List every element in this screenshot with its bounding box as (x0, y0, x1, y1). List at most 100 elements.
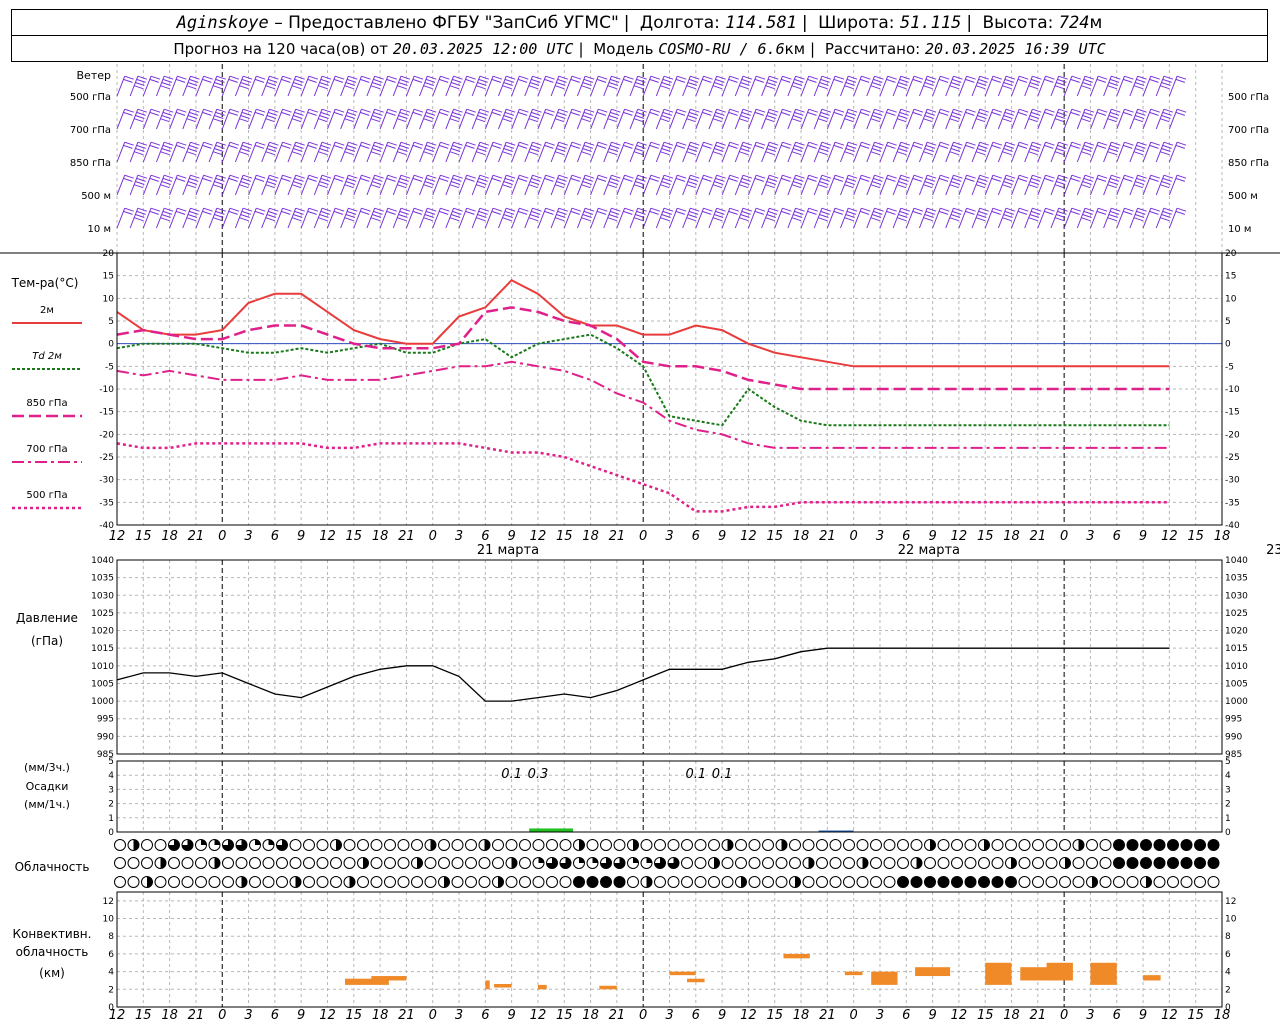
wind-barb (340, 207, 358, 229)
wind-barb-feather (386, 111, 396, 116)
wind-barb (327, 75, 345, 97)
wind-barb-feather (492, 75, 503, 80)
wind-barb-feather (452, 144, 462, 149)
wind-barb-feather (792, 115, 803, 120)
wind-barb-feather (557, 111, 567, 116)
wind-barb-feather (241, 177, 252, 182)
wind-barb (1168, 174, 1187, 196)
cloud-symbol (505, 876, 518, 888)
cloud-symbol (748, 876, 761, 888)
wind-barb-feather (424, 148, 434, 153)
wind-barb-shaft (1116, 76, 1125, 97)
cloud-title: Облачность (15, 860, 90, 874)
cloud-circle (546, 876, 558, 888)
wind-barb-feather (135, 148, 145, 153)
wind-barb-feather (607, 184, 617, 189)
temp-xtick: 21 (398, 529, 415, 544)
wind-barb-feather (162, 78, 173, 83)
wind-barb-shaft (537, 76, 547, 97)
wind-barb-feather (729, 207, 739, 212)
wind-barb-feather (423, 184, 433, 189)
wind-barb-shaft (392, 208, 402, 229)
wind-barb-feather (624, 108, 634, 113)
wind-barb-feather (164, 174, 174, 179)
wind-barb-feather (991, 144, 1001, 149)
wind-barb-feather (923, 217, 933, 222)
wind-barb (669, 174, 687, 196)
wind-barb-feather (531, 210, 541, 215)
cloud-fill (201, 839, 207, 845)
conv-xtick: 3 (455, 1008, 463, 1023)
cloud-circle (762, 876, 774, 888)
wind-barb (1011, 174, 1029, 196)
cloud-circle (1018, 839, 1031, 851)
wind-barb-shaft (866, 109, 875, 130)
wind-barb (432, 75, 450, 97)
wind-barb-feather (859, 177, 870, 182)
wind-barb-feather (913, 108, 924, 113)
wind-barb-shaft (458, 109, 468, 130)
wind-barb-shaft (774, 76, 783, 97)
wind-barb-feather (1032, 108, 1042, 113)
wind-barb-feather (924, 82, 934, 87)
cloud-symbol (1207, 876, 1220, 888)
cloud-symbol (613, 839, 626, 851)
wind-barb-shaft (392, 76, 402, 97)
wind-barb (155, 174, 174, 196)
cloud-symbol (937, 857, 950, 869)
cloud-symbol (681, 839, 693, 851)
cloud-circle (1126, 876, 1139, 888)
cloud-symbol (478, 839, 491, 851)
wind-barb-feather (216, 207, 226, 212)
wind-barb-feather (123, 144, 133, 149)
wind-barb (1103, 174, 1121, 196)
wind-barb (853, 207, 871, 229)
wind-barb (655, 141, 674, 163)
wind-barb-feather (1161, 214, 1171, 219)
wind-barb (800, 174, 818, 196)
wind-barb-feather (887, 207, 897, 212)
wind-barb-feather (766, 214, 776, 219)
cloud-fill (1065, 857, 1071, 869)
temp-xtick: 9 (297, 529, 305, 544)
cloud-fill (1154, 857, 1165, 869)
wind-barb-shaft (1168, 76, 1178, 97)
wind-barb-feather (544, 210, 554, 215)
wind-barb-feather (319, 82, 329, 87)
wind-barb-shaft (1050, 175, 1060, 196)
cloud-symbol (964, 876, 977, 888)
temp-ytick-left: 10 (103, 294, 115, 304)
cloud-circle (1099, 839, 1112, 851)
wind-barb-shaft (1142, 109, 1152, 130)
wind-barb-feather (712, 217, 723, 222)
wind-barb-feather (517, 144, 528, 149)
cloud-symbol (775, 857, 788, 869)
wind-barb-shaft (1063, 142, 1073, 163)
wind-barb-feather (899, 111, 909, 116)
wind-barb-shaft (563, 76, 573, 97)
wind-barb (1076, 174, 1095, 196)
cloud-circle (1032, 839, 1044, 851)
wind-barb-shaft (1024, 109, 1033, 130)
wind-barb-feather (769, 207, 779, 212)
wind-barb-feather (688, 177, 699, 182)
wind-barb-shaft (234, 208, 244, 229)
wind-barb-feather (265, 85, 275, 90)
wind-barb-feather (979, 75, 989, 80)
wind-barb-shaft (1103, 175, 1112, 196)
wind-barb-feather (686, 151, 696, 156)
wind-barb-feather (833, 144, 843, 149)
wind-barb-feather (952, 111, 962, 116)
wind-barb (234, 75, 253, 97)
cloud-circle (1045, 839, 1058, 851)
cloud-circle (276, 857, 288, 869)
wind-barb-feather (650, 174, 661, 179)
cloud-circle (465, 857, 477, 869)
wind-barb-feather (544, 111, 554, 116)
wind-barb-feather (529, 214, 540, 219)
wind-barb-feather (386, 144, 396, 149)
wind-barb (142, 75, 161, 97)
wind-barb-feather (1109, 78, 1120, 83)
wind-barb-feather (203, 207, 213, 212)
cloud-fill (444, 876, 450, 888)
